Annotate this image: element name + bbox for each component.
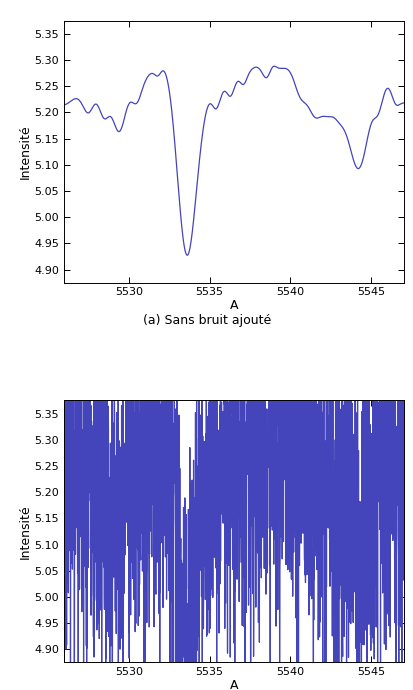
Text: (a) Sans bruit ajouté: (a) Sans bruit ajouté bbox=[142, 314, 271, 326]
X-axis label: A: A bbox=[229, 299, 237, 312]
Y-axis label: Intensité: Intensité bbox=[19, 504, 31, 559]
X-axis label: A: A bbox=[229, 679, 237, 690]
Y-axis label: Intensité: Intensité bbox=[19, 124, 31, 179]
